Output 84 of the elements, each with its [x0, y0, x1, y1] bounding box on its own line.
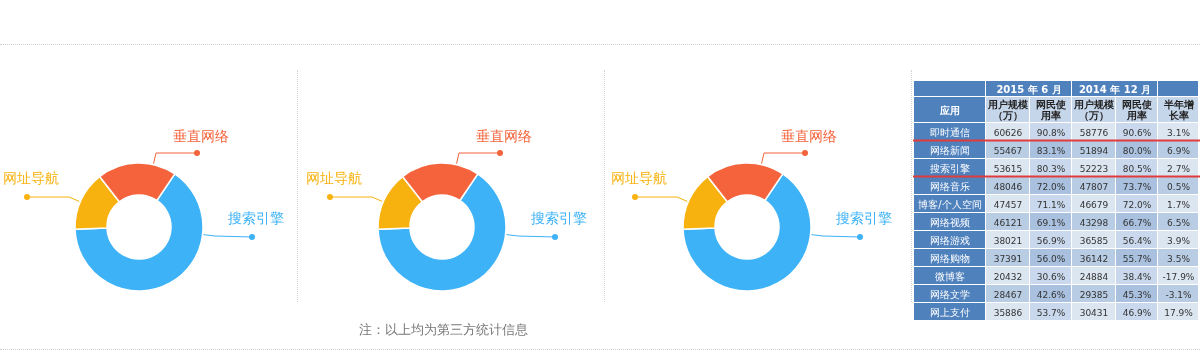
text: 29385 [1079, 289, 1109, 300]
text: 38021 [993, 235, 1023, 246]
text: 0.5% [1167, 181, 1190, 192]
text: -17.9% [1162, 271, 1195, 282]
text: 46121 [993, 217, 1023, 228]
slice-label: 搜索引擎 [531, 210, 587, 226]
text: 46.9% [1122, 307, 1152, 318]
text: 53.7% [1036, 307, 1066, 318]
slice-label: 网址导航 [306, 170, 362, 186]
slice-label: 垂直网络 [781, 128, 837, 144]
category-label: 微博客 [935, 270, 965, 282]
text: 48046 [993, 181, 1023, 192]
text: 注：以上均为第三方统计信息 [358, 322, 528, 337]
category-label: 搜索引擎 [930, 162, 970, 174]
text: 90.8% [1036, 127, 1066, 138]
text: 28467 [993, 289, 1023, 300]
category-label: 即时通信 [930, 126, 970, 138]
slice-label: 垂直网络 [173, 128, 229, 144]
text: 38.4% [1122, 271, 1152, 282]
slice-label: 网址导航 [611, 170, 667, 186]
text: 71.1% [1036, 199, 1066, 210]
slice-label: 搜索引擎 [836, 210, 892, 226]
text: 72.0% [1122, 199, 1152, 210]
category-label: 网络游戏 [930, 234, 970, 246]
text: 58776 [1079, 127, 1109, 138]
text: 1.7% [1167, 199, 1190, 210]
text: 应用 [939, 104, 960, 116]
text: 42.6% [1036, 289, 1066, 300]
text: 45.3% [1122, 289, 1152, 300]
text: 46679 [1079, 199, 1109, 210]
text: 55.7% [1122, 253, 1152, 264]
text: 60626 [993, 127, 1023, 138]
text: 55467 [993, 145, 1023, 156]
text: 53615 [993, 163, 1023, 174]
text: 52223 [1079, 163, 1109, 174]
category-label: 网络音乐 [930, 180, 970, 192]
text: 90.6% [1122, 127, 1152, 138]
text: 35886 [993, 307, 1023, 318]
text: 36142 [1079, 253, 1109, 264]
text: -3.1% [1165, 289, 1192, 300]
category-label: 网民使用率 [1036, 98, 1066, 122]
text: 2015 年 6 月 [996, 83, 1062, 95]
category-label: 网民使用率 [1122, 98, 1152, 122]
text: 3.9% [1167, 235, 1190, 246]
category-label: 网络新闻 [930, 144, 970, 156]
text: 73.7% [1122, 181, 1152, 192]
text: 24884 [1079, 271, 1109, 282]
text: 47807 [1079, 181, 1109, 192]
text: 47457 [993, 199, 1023, 210]
text: 20432 [993, 271, 1023, 282]
text: 80.5% [1122, 163, 1152, 174]
text: 2014 年 12 月 [1078, 83, 1152, 95]
text: 2.7% [1167, 163, 1190, 174]
text: 83.1% [1036, 145, 1066, 156]
text: 56.9% [1036, 235, 1066, 246]
text: 72.0% [1036, 181, 1066, 192]
text: 56.0% [1036, 253, 1066, 264]
category-label: 网络文学 [930, 288, 970, 300]
slice-label: 垂直网络 [476, 128, 532, 144]
text: 43298 [1079, 217, 1109, 228]
text: 80.0% [1122, 145, 1152, 156]
text: 69.1% [1036, 217, 1066, 228]
category-label: 用户规模（万） [987, 98, 1029, 122]
category-label: 用户规模（万） [1073, 98, 1115, 122]
text: 66.7% [1122, 217, 1152, 228]
text: 6.9% [1167, 145, 1190, 156]
category-label: 半年增长率 [1162, 98, 1194, 122]
category-label: 网络视频 [930, 216, 970, 228]
text: 6.5% [1167, 217, 1190, 228]
text: 80.3% [1036, 163, 1066, 174]
text: 17.9% [1164, 307, 1193, 318]
text: 36585 [1079, 235, 1109, 246]
text: 37391 [993, 253, 1023, 264]
text: 30.6% [1036, 271, 1066, 282]
text: 3.1% [1167, 127, 1190, 138]
text: 3.5% [1167, 253, 1190, 264]
category-label: 网络购物 [930, 252, 970, 264]
category-label: 博客/个人空间 [918, 198, 982, 210]
category-label: 网上支付 [930, 306, 970, 318]
slice-label: 网址导航 [3, 170, 59, 186]
slice-label: 搜索引擎 [228, 210, 284, 226]
text: 51894 [1079, 145, 1109, 156]
text: 30431 [1079, 307, 1109, 318]
text: 56.4% [1122, 235, 1152, 246]
